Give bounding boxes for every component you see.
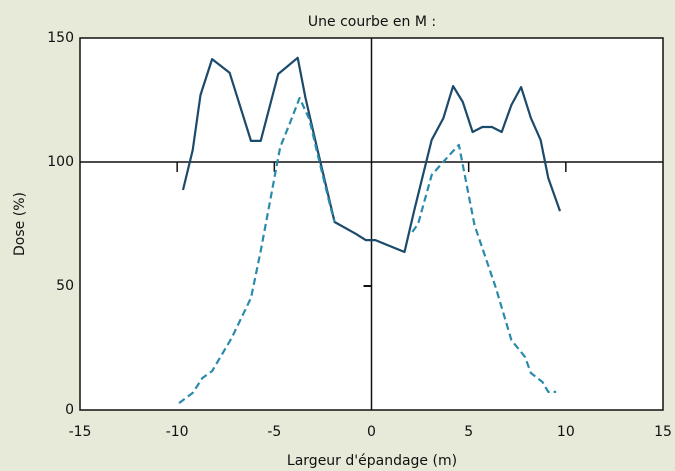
x-tick-label: -10 [166,424,189,440]
data-line [181,56,562,254]
y-tick-label: 100 [47,154,74,170]
y-tick-label: 50 [56,278,74,294]
x-tick-label: 15 [654,424,672,440]
x-tick-label: -5 [267,424,281,440]
x-tick-label: 5 [464,424,473,440]
chart-title: Une courbe en M : [308,14,436,30]
y-tick-label: 150 [47,30,74,46]
x-tick-label: 10 [557,424,575,440]
data-line [178,96,557,404]
y-tick-label: 0 [65,402,74,418]
x-tick-label: 0 [367,424,376,440]
y-axis-label: Dose (%) [12,192,28,256]
x-tick-label: -15 [69,424,92,440]
x-axis-label: Largeur d'épandage (m) [287,453,457,469]
